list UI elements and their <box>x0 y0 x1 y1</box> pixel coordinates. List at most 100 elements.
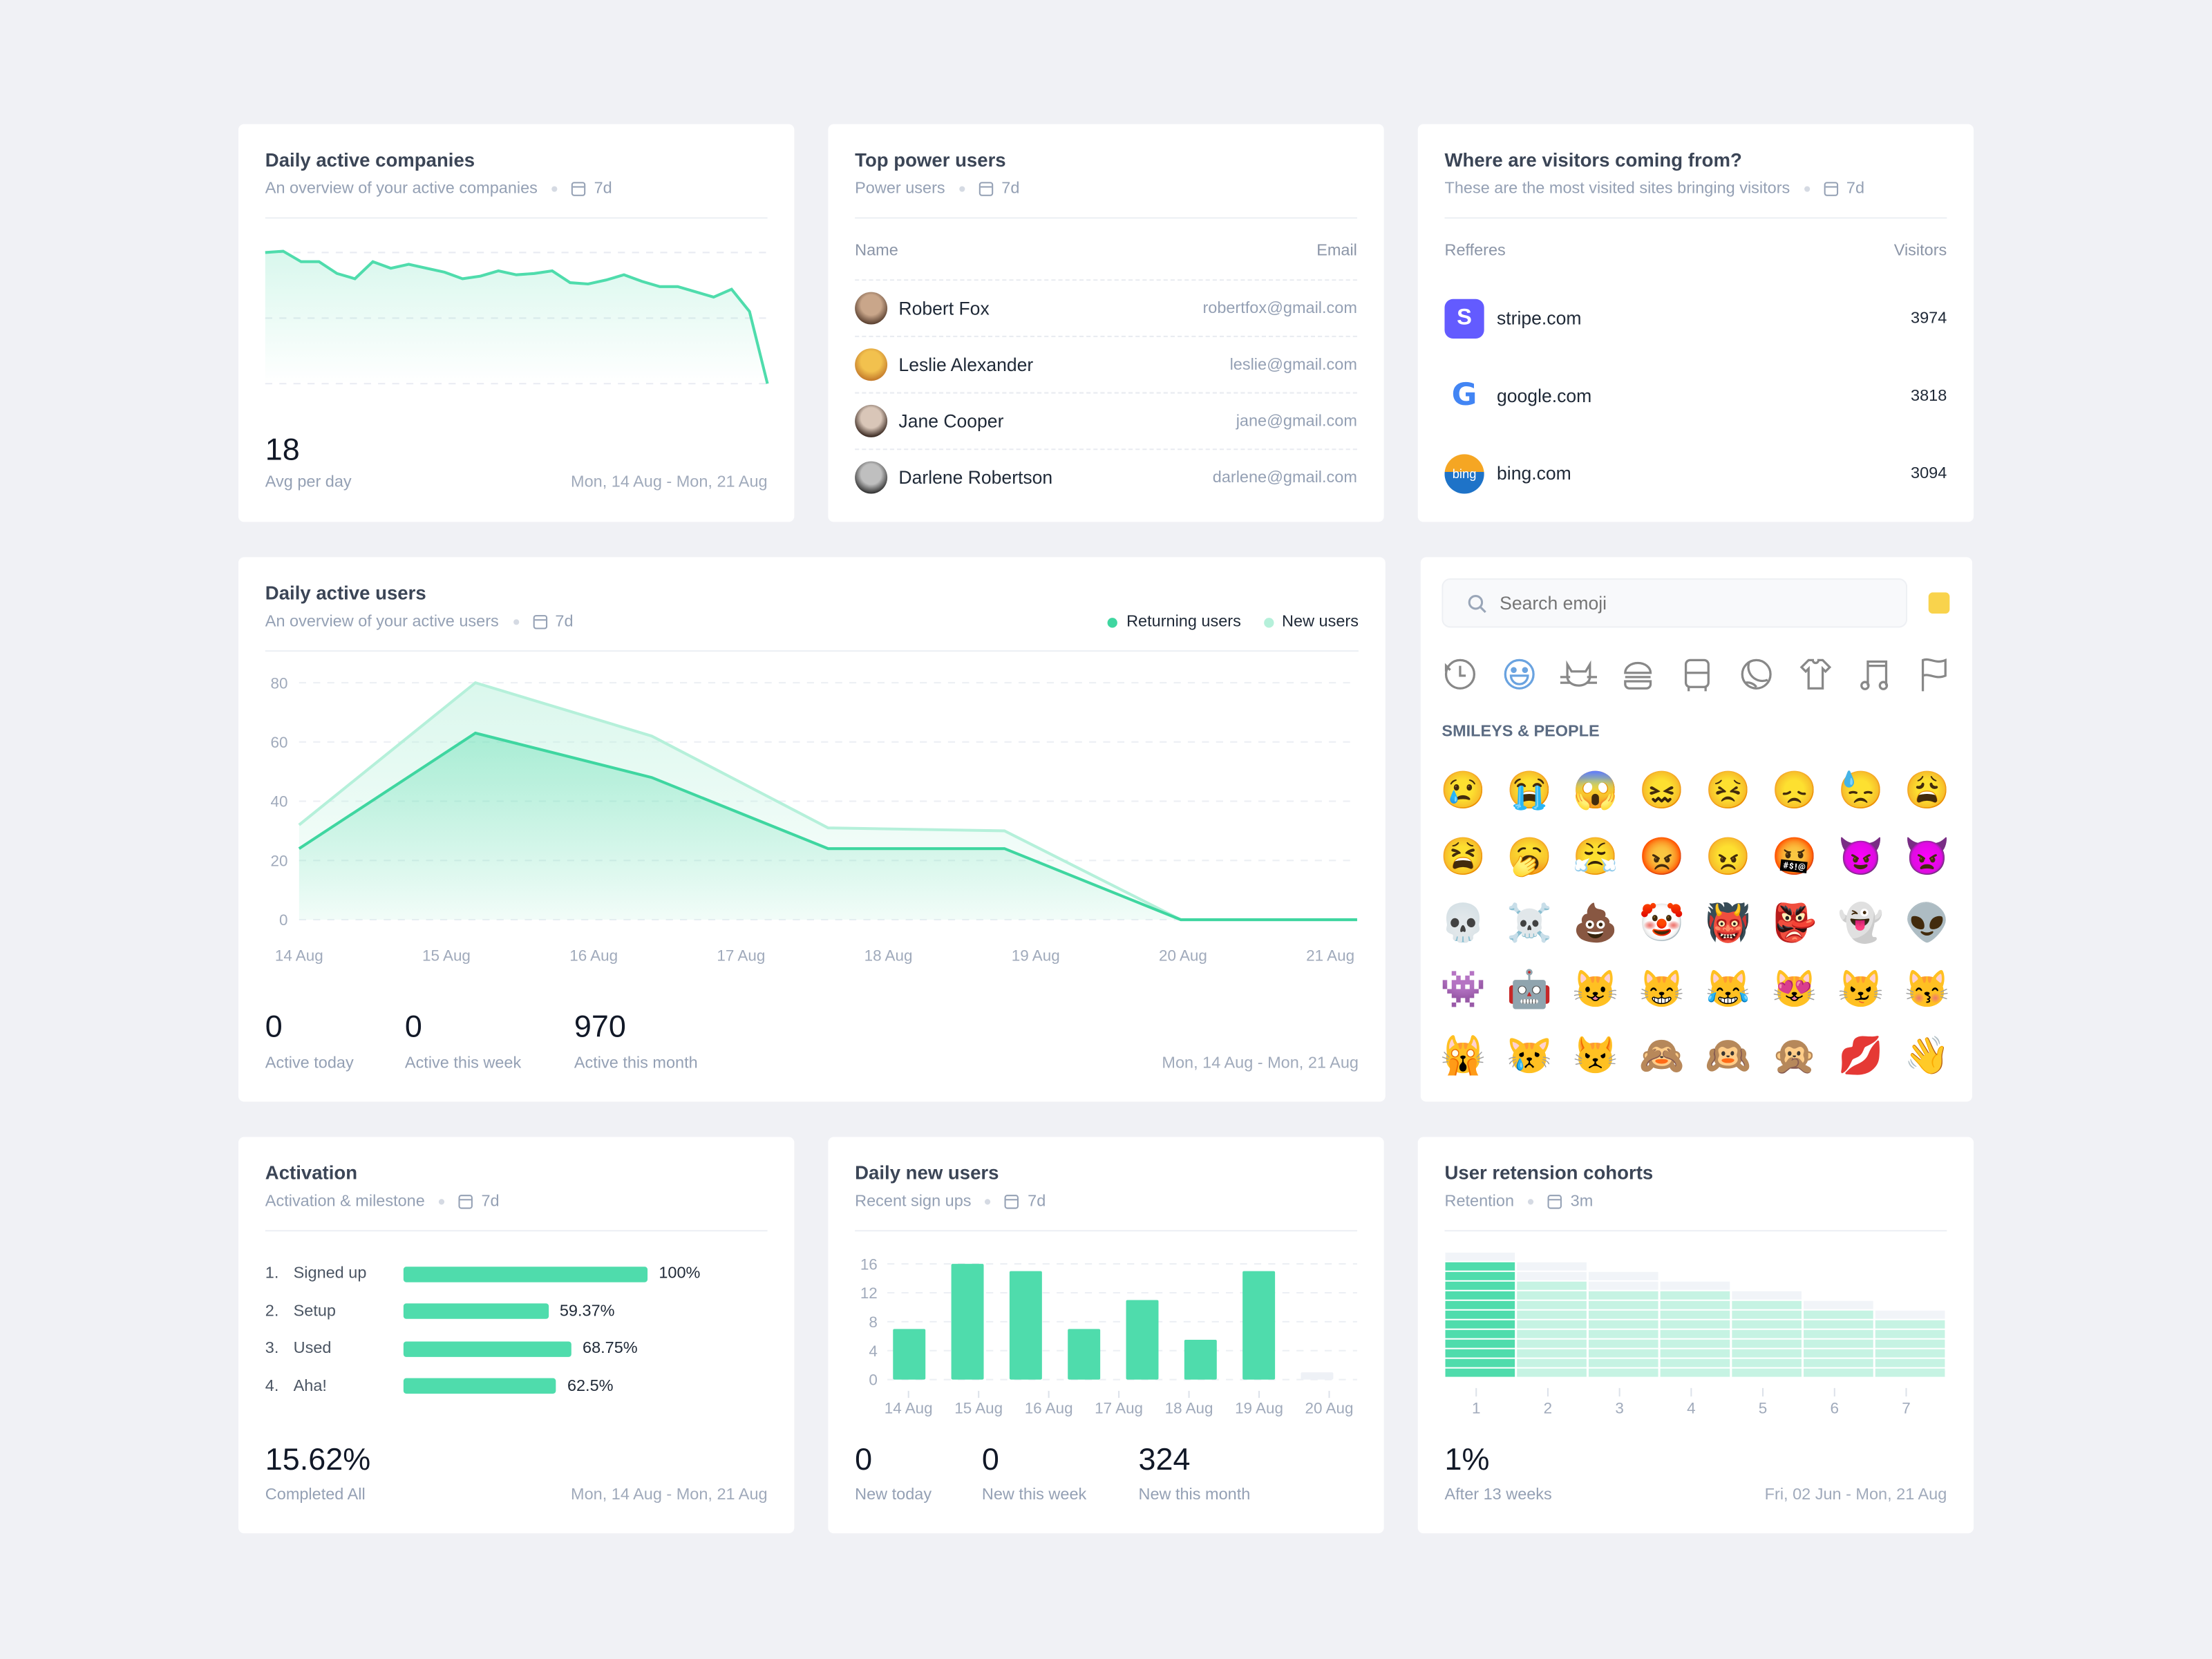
emoji-button[interactable]: 👹 <box>1705 900 1751 943</box>
x-tick-label: 16 Aug <box>1025 1400 1073 1417</box>
legend-swatch-returning <box>1108 617 1118 627</box>
emoji-button[interactable]: 😤 <box>1572 834 1618 877</box>
cohort-cell <box>1804 1358 1873 1367</box>
cohort-cell <box>1445 1262 1515 1271</box>
emoji-button[interactable]: 👿 <box>1904 834 1950 877</box>
period-selector[interactable]: 7d <box>594 180 612 198</box>
burger-icon[interactable] <box>1617 653 1659 695</box>
emoji-button[interactable]: 🙀 <box>1439 1033 1486 1076</box>
emoji-search-input[interactable] <box>1500 592 1866 614</box>
avg-value: 18 <box>265 431 300 467</box>
shirt-icon[interactable] <box>1795 653 1837 695</box>
emoji-button[interactable]: 😽 <box>1904 967 1950 1009</box>
emoji-button[interactable]: 😱 <box>1572 768 1618 810</box>
cohort-cell <box>1660 1281 1730 1290</box>
daily-active-companies-card: Daily active companies An overview of yo… <box>238 124 795 522</box>
emoji-button[interactable]: 🥱 <box>1506 834 1553 877</box>
emoji-button[interactable]: 😻 <box>1771 967 1817 1009</box>
emoji-button[interactable]: 😠 <box>1705 834 1751 877</box>
milestone-row: 2. Setup 59.37% <box>265 1300 773 1323</box>
user-row[interactable]: Robert Fox robertfox@gmail.com <box>855 279 1357 336</box>
emoji-button[interactable]: 😖 <box>1638 768 1685 810</box>
emoji-button[interactable]: 😸 <box>1638 967 1685 1009</box>
bar <box>893 1329 926 1380</box>
skin-tone-button[interactable] <box>1928 592 1950 614</box>
emoji-button[interactable]: 😡 <box>1638 834 1685 877</box>
emoji-button[interactable]: 😾 <box>1572 1033 1618 1076</box>
user-row[interactable]: Leslie Alexander leslie@gmail.com <box>855 335 1357 392</box>
legend-new[interactable]: New users <box>1282 614 1359 631</box>
period-selector[interactable]: 7d <box>1846 180 1865 198</box>
ball-icon[interactable] <box>1735 653 1777 695</box>
music-icon[interactable] <box>1854 653 1896 695</box>
emoji-button[interactable]: 👾 <box>1439 967 1486 1009</box>
emoji-button[interactable]: 😺 <box>1572 967 1618 1009</box>
period-selector[interactable]: 7d <box>1001 180 1020 198</box>
bus-icon[interactable] <box>1676 653 1718 695</box>
emoji-button[interactable]: 😹 <box>1705 967 1751 1009</box>
period-selector[interactable]: 7d <box>555 614 574 631</box>
period-selector[interactable]: 7d <box>481 1193 500 1211</box>
emoji-button[interactable]: 🙈 <box>1638 1033 1685 1076</box>
emoji-button[interactable]: 😣 <box>1705 768 1751 810</box>
emoji-button[interactable]: 👋 <box>1904 1033 1950 1076</box>
emoji-button[interactable]: 💋 <box>1837 1033 1884 1076</box>
cohort-cell <box>1588 1300 1658 1309</box>
emoji-button[interactable]: 👺 <box>1771 900 1817 943</box>
cohort-cell <box>1517 1291 1587 1300</box>
smiley-icon[interactable] <box>1498 653 1540 695</box>
emoji-button[interactable]: 😿 <box>1506 1033 1553 1076</box>
user-row[interactable]: Darlene Robertson darlene@gmail.com <box>855 448 1357 505</box>
emoji-button[interactable]: 😞 <box>1771 768 1817 810</box>
emoji-button[interactable]: 😈 <box>1837 834 1884 877</box>
retention-cohorts-card: User retension cohorts Retention 3m 1 2 3 4 5… <box>1417 1137 1974 1534</box>
emoji-button[interactable]: 🤖 <box>1506 967 1553 1009</box>
cohort-cell <box>1875 1310 1945 1319</box>
flag-icon[interactable] <box>1913 653 1955 695</box>
card-title: Top power users <box>855 149 1006 171</box>
cohort-cell <box>1588 1339 1658 1348</box>
emoji-button[interactable]: 😼 <box>1837 967 1884 1009</box>
visitor-count: 3094 <box>1911 464 1947 482</box>
emoji-button[interactable]: 👽 <box>1904 900 1950 943</box>
legend-returning[interactable]: Returning users <box>1126 614 1241 631</box>
cat-icon[interactable] <box>1558 653 1600 695</box>
emoji-button[interactable]: 💩 <box>1572 900 1618 943</box>
emoji-button[interactable]: 😫 <box>1439 834 1486 877</box>
emoji-button[interactable]: 🤡 <box>1638 900 1685 943</box>
y-tick-label: 12 <box>860 1284 878 1302</box>
emoji-button[interactable]: 💀 <box>1439 900 1486 943</box>
period-selector[interactable]: 3m <box>1570 1193 1594 1211</box>
referrer-row[interactable]: bing bing.com 3094 <box>1444 435 1947 512</box>
emoji-button[interactable]: 🙉 <box>1705 1033 1751 1076</box>
cohort-cell <box>1804 1310 1873 1319</box>
clock-icon[interactable] <box>1439 653 1481 695</box>
emoji-button[interactable]: 👻 <box>1837 900 1884 943</box>
cohort-cell <box>1660 1320 1730 1329</box>
emoji-button[interactable]: ☠️ <box>1506 900 1553 943</box>
cohort-cell <box>1804 1320 1873 1329</box>
emoji-button[interactable]: 🙊 <box>1771 1033 1817 1076</box>
emoji-button[interactable]: 🤬 <box>1771 834 1817 877</box>
emoji-button[interactable]: 😓 <box>1837 768 1884 810</box>
user-row[interactable]: Jane Cooper jane@gmail.com <box>855 392 1357 449</box>
period-selector[interactable]: 7d <box>1028 1193 1046 1211</box>
cohort-cell <box>1445 1300 1515 1309</box>
x-tick-label: 15 Aug <box>954 1400 1003 1417</box>
y-tick-label: 4 <box>869 1343 877 1360</box>
emoji-button[interactable]: 😩 <box>1904 768 1950 810</box>
y-tick-label: 16 <box>860 1255 878 1273</box>
cohort-cell <box>1517 1310 1587 1319</box>
emoji-button[interactable]: 😢 <box>1439 768 1486 810</box>
calendar-icon <box>571 182 586 196</box>
stat-value: 0 <box>855 1441 873 1477</box>
card-subtitle: Retention 3m <box>1444 1193 1593 1210</box>
y-tick-label: 8 <box>869 1314 877 1331</box>
stat-label: Active today <box>265 1055 354 1072</box>
cohort-cell <box>1804 1349 1873 1358</box>
separator-dot <box>959 186 965 192</box>
emoji-search-box[interactable] <box>1441 578 1908 628</box>
emoji-button[interactable]: 😭 <box>1506 768 1553 810</box>
